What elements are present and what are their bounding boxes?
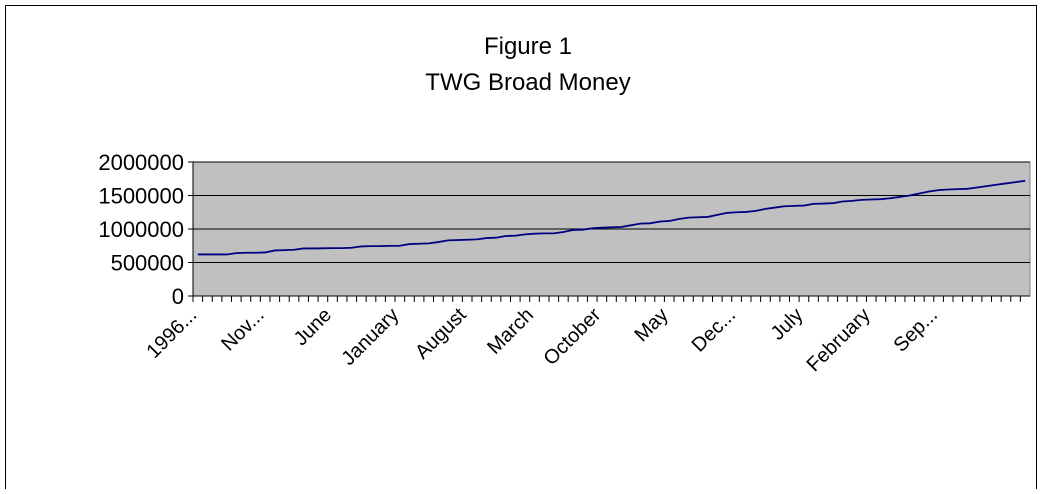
x-tick-label: February <box>803 304 875 376</box>
x-tick-label: 1996... <box>143 304 202 363</box>
chart-frame <box>5 5 1037 489</box>
chart-subtitle: TWG Broad Money <box>425 69 630 96</box>
x-tick-label: August <box>411 304 471 364</box>
y-tick-label: 1500000 <box>98 184 184 209</box>
x-tick-label: January <box>338 304 404 370</box>
y-tick-label: 2000000 <box>98 150 184 175</box>
data-line <box>197 179 1026 256</box>
y-tick-label: 0 <box>172 284 184 309</box>
x-tick-label: May <box>630 304 672 346</box>
x-tick-label: Dec... <box>688 304 741 357</box>
chart-title: Figure 1 <box>484 33 572 60</box>
x-tick-label: October <box>540 304 606 370</box>
y-tick-label: 1000000 <box>98 217 184 242</box>
x-tick-label: Sep... <box>890 304 943 357</box>
x-tick-label: June <box>290 304 336 350</box>
x-tick-label: July <box>767 304 808 345</box>
x-tick-label: Nov... <box>217 304 268 355</box>
y-tick-label: 500000 <box>111 251 184 276</box>
x-tick-label: March <box>483 304 538 359</box>
